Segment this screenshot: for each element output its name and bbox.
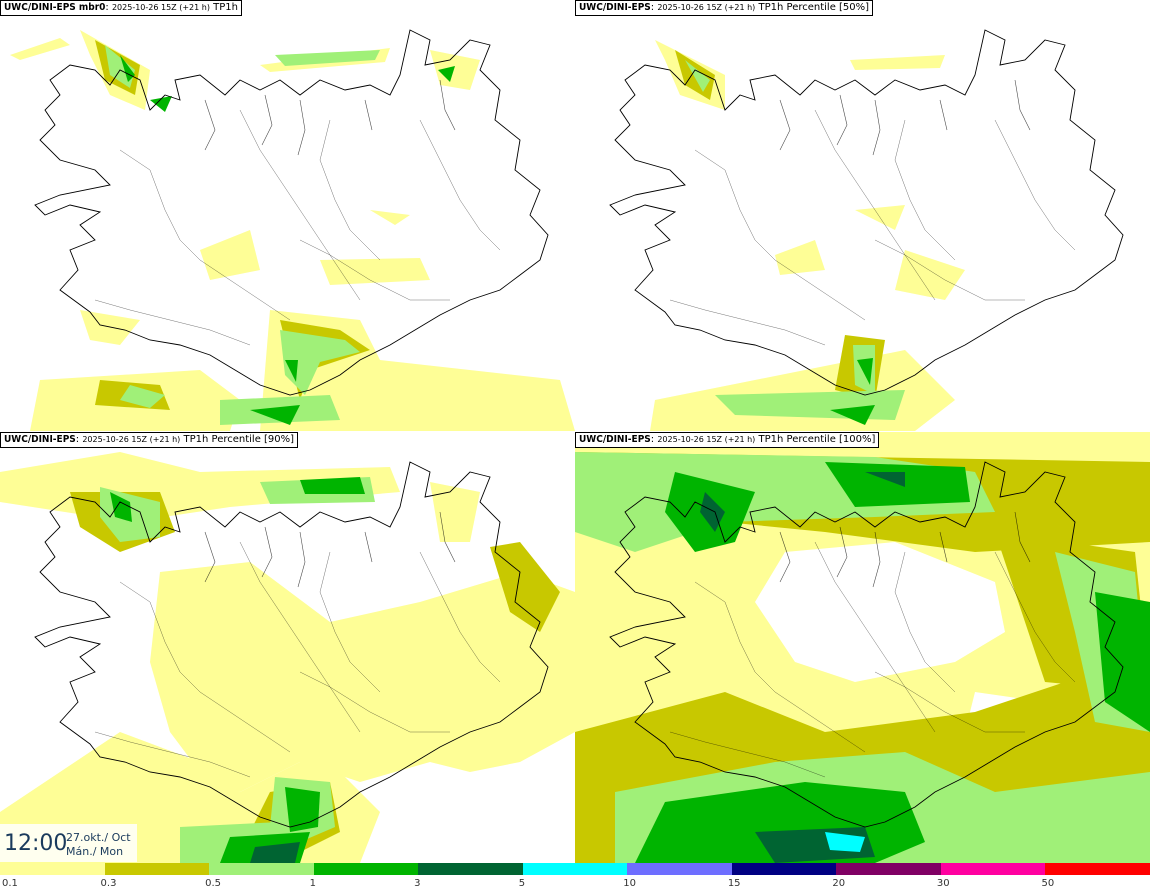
- colorbar-segment: [1045, 863, 1150, 875]
- colorbar-segment: [313, 863, 420, 875]
- precip-map: [575, 432, 1150, 863]
- colorbar-segment: [209, 863, 315, 875]
- panel-title: UWC/DINI-EPS mbr0: 2025-10-26 15Z (+21 h…: [0, 0, 242, 16]
- precip-map: [609, 29, 1124, 431]
- colorbar-segment: [940, 863, 1047, 875]
- colorbar-label: 10: [623, 878, 636, 889]
- panel-title: UWC/DINI-EPS: 2025-10-26 15Z (+21 h) TP1…: [0, 432, 299, 448]
- valid-date: 27.okt./ Oct: [66, 831, 131, 844]
- panel-title: UWC/DINI-EPS: 2025-10-26 15Z (+21 h) TP1…: [575, 0, 874, 16]
- precip-map: [0, 452, 575, 863]
- map-panel-p50: UWC/DINI-EPS: 2025-10-26 15Z (+21 h) TP1…: [575, 0, 1150, 431]
- colorbar-label: 30: [936, 878, 950, 889]
- colorbar-label: 15: [727, 878, 741, 889]
- valid-time-box: 12:00 27.okt./ Oct Mán./ Mon: [0, 824, 137, 862]
- colorbar-segment: [0, 863, 106, 875]
- valid-day: Mán./ Mon: [66, 845, 124, 858]
- colorbar-segment: [104, 863, 211, 875]
- map-panel-p90: UWC/DINI-EPS: 2025-10-26 15Z (+21 h) TP1…: [0, 432, 575, 863]
- colorbar-segment: [731, 863, 838, 875]
- colorbar-label: 3: [414, 878, 421, 889]
- colorbar-label: 0.1: [2, 878, 18, 889]
- colorbar-label: 50: [1041, 878, 1055, 889]
- colorbar-segment: [522, 863, 629, 875]
- map-panel-mbr0: UWC/DINI-EPS mbr0: 2025-10-26 15Z (+21 h…: [0, 0, 575, 431]
- colorbar-label: 5: [518, 878, 526, 889]
- map-panel-p100: UWC/DINI-EPS: 2025-10-26 15Z (+21 h) TP1…: [575, 432, 1150, 863]
- precip-colorbar: 0.1 0.3 0.5 1 3 5 10 15 20 30 50: [0, 863, 1150, 891]
- panel-title: UWC/DINI-EPS: 2025-10-26 15Z (+21 h) TP1…: [575, 432, 880, 448]
- colorbar-label: 20: [832, 878, 846, 889]
- colorbar-label: 0.3: [100, 878, 117, 889]
- colorbar-segment: [627, 863, 733, 875]
- valid-time: 12:00: [4, 831, 68, 856]
- precip-map: [10, 29, 575, 431]
- colorbar-label: 0.5: [205, 878, 221, 889]
- colorbar-segment: [418, 863, 524, 875]
- colorbar-label: 1: [309, 878, 316, 889]
- colorbar-segment: [836, 863, 942, 875]
